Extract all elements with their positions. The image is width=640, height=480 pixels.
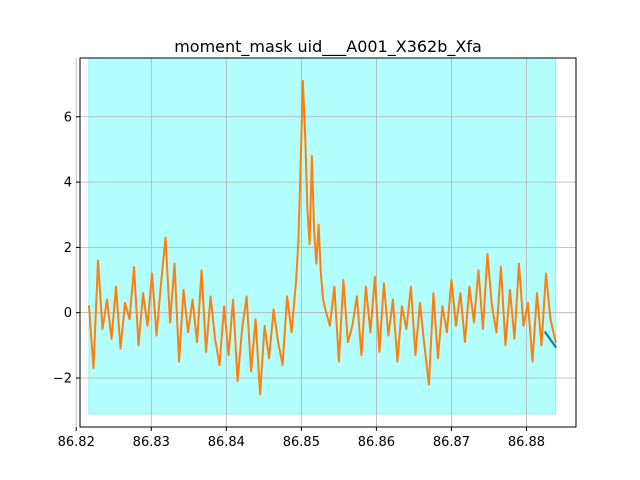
x-tick-label: 86.88 bbox=[508, 435, 545, 450]
series-line-blue bbox=[544, 331, 557, 349]
x-tick-label: 86.83 bbox=[133, 435, 170, 450]
plot-area: 86.82 86.83 86.84 86.85 86.86 86.87 86.88 −2 0 2 4… bbox=[53, 57, 577, 450]
y-tick-label: 4 bbox=[64, 176, 72, 191]
chart-title: moment_mask uid___A001_X362b_Xfa bbox=[174, 37, 482, 57]
x-tick-label: 86.82 bbox=[58, 435, 95, 450]
mask-region bbox=[88, 57, 557, 415]
y-tick-label: 2 bbox=[64, 241, 72, 256]
y-tick-label: 0 bbox=[64, 306, 72, 321]
y-tick-label: 6 bbox=[64, 110, 72, 125]
axes-frame bbox=[79, 57, 577, 428]
series-line-orange bbox=[88, 79, 557, 396]
x-tick-label: 86.87 bbox=[433, 435, 470, 450]
y-tick-label: −2 bbox=[53, 372, 72, 387]
x-tick-label: 86.86 bbox=[358, 435, 395, 450]
x-tick-label: 86.85 bbox=[283, 435, 320, 450]
x-tick-label: 86.84 bbox=[208, 435, 245, 450]
